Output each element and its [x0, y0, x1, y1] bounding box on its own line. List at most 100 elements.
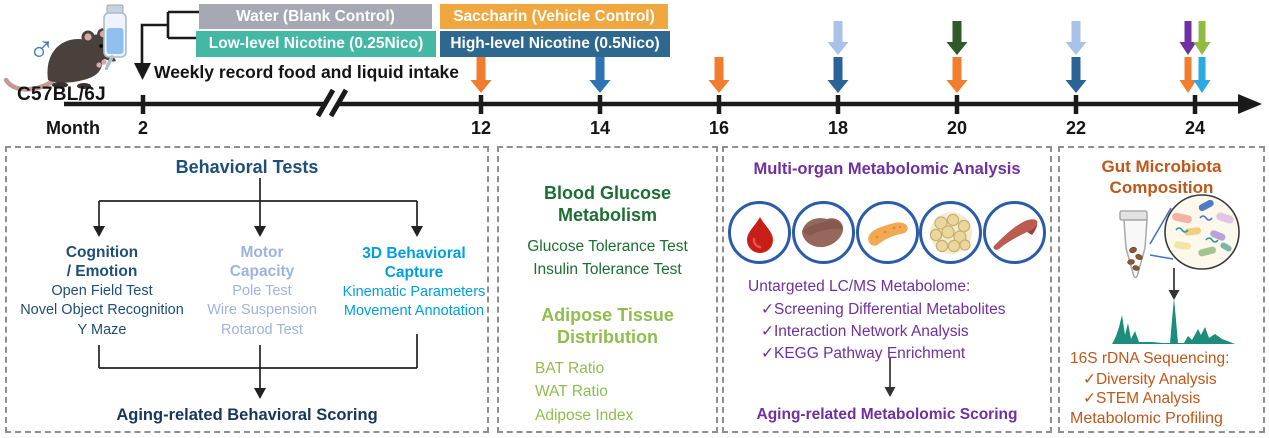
list-item: ✓Diversity Analysis: [1083, 371, 1217, 388]
capture-heading-line2: Capture: [384, 264, 444, 282]
microbiota-graphic: [1098, 194, 1240, 344]
glucose-title-line1: Blood Glucose: [543, 183, 671, 203]
list-item: ✓KEGG Pathway Enrichment: [761, 345, 966, 362]
muscle-icon: [983, 201, 1046, 264]
behavioral-title: Behavioral Tests: [175, 157, 319, 177]
treatment-arrow-month20-dark_green: [946, 21, 968, 55]
list-item: Rotarod Test: [221, 321, 303, 338]
behavioral-flow-arrows: [93, 178, 423, 399]
month-tick-24: 24: [1184, 118, 1206, 138]
weekly-note-arrowhead: [134, 63, 151, 80]
glucose-title-line2: Metabolism: [557, 204, 658, 225]
list-item: Glucose Tolerance Test: [527, 238, 688, 256]
month-tick-14: 14: [589, 118, 611, 138]
mouse-illustration: ♂: [3, 4, 127, 92]
treatment-arrow-month20-orange: [946, 57, 968, 93]
metabolomics-footer: Aging-related Metabolomic Scoring: [756, 406, 1018, 423]
list-item: Adipose Index: [535, 406, 634, 424]
microbiota-down-arrow: [1168, 268, 1180, 300]
treatment-arrow-month22-steel_blue: [1065, 57, 1087, 93]
capture-heading-line1: 3D Behavioral: [362, 245, 466, 262]
timeline-arrowhead: [1238, 94, 1262, 114]
treatment-arrow-month24-purple: [1179, 21, 1197, 55]
organ-icon-row: [728, 201, 1046, 264]
axis-break-icon: [315, 88, 349, 120]
treatment-arrow-month12-orange: [470, 57, 492, 93]
behavioral-footer: Aging-related Behavioral Scoring: [116, 406, 378, 424]
microbiota-footer: Metabolomic Profiling: [1070, 410, 1223, 427]
list-item: ✓STEM Analysis: [1083, 389, 1201, 407]
panel-metabolomics: Multi-organ Metabolomic Analysis Untarge…: [722, 146, 1052, 433]
treatment-arrow-month22-periwinkle: [1065, 21, 1087, 55]
blood-icon: [728, 201, 791, 264]
treatment-arrow-month18-periwinkle: [827, 21, 849, 55]
list-item: ✓Screening Differential Metabolites: [761, 301, 1006, 318]
cognition-heading-line2: / Emotion: [66, 263, 138, 281]
list-item: Kinematic Parameters: [342, 283, 486, 300]
list-item: Novel Object Recognition: [20, 302, 184, 319]
month-tick-16: 16: [708, 118, 730, 138]
legend-saccharin: Saccharin (Vehicle Control): [440, 4, 668, 29]
panel-gut-microbiota: Gut Microbiota Composition: [1058, 146, 1265, 433]
strain-label: C57BL/6J: [17, 84, 106, 105]
list-item: BAT Ratio: [535, 360, 605, 378]
pancreas-icon: [855, 201, 919, 264]
list-item: WAT Ratio: [535, 383, 608, 401]
column-cognition-emotion: Cognition / Emotion Open Field Test Nove…: [7, 243, 197, 340]
list-item: Insulin Tolerance Test: [533, 261, 682, 279]
treatment-arrow-month16-orange: [708, 57, 730, 93]
metabolomics-title: Multi-organ Metabolomic Analysis: [753, 160, 1021, 178]
treatment-arrow-month24-cyan: [1193, 57, 1211, 93]
sample-tube-icon: [1119, 210, 1148, 279]
sequencing-list-header: 16S rDNA Sequencing:: [1070, 350, 1230, 367]
month-tick-22: 22: [1065, 118, 1087, 138]
adipose-tissue-icon: [919, 201, 983, 264]
treatment-arrow-month18-steel_blue: [827, 57, 849, 93]
water-bottle-icon: [103, 4, 127, 71]
list-item: Open Field Test: [51, 282, 153, 299]
panel-glucose-adipose: Blood Glucose Metabolism Glucose Toleran…: [497, 146, 718, 433]
cognition-heading-line1: Cognition: [65, 244, 139, 261]
list-item: Y Maze: [77, 321, 127, 338]
adipose-title-line1: Adipose Tissue: [541, 305, 674, 325]
panel-behavioral-tests: Behavioral Tests Cognition / Emotion Ope…: [5, 146, 489, 433]
metabolomics-down-arrow: [884, 358, 896, 397]
legend-high-nicotine: High-level Nicotine (0.5Nico): [440, 31, 670, 57]
mouse-icon: [3, 28, 116, 92]
column-motor-capacity: Motor Capacity Pole Test Wire Suspension…: [187, 243, 337, 340]
group-bracket: [140, 10, 200, 64]
magnify-line-bottom: [1149, 254, 1174, 260]
liver-icon: [791, 201, 855, 264]
list-item: Wire Suspension: [207, 302, 317, 319]
microbiota-title-line2: Composition: [1109, 178, 1214, 198]
treatment-arrow-month24-orange: [1179, 57, 1197, 93]
legend-low-nicotine: Low-level Nicotine (0.25Nico): [196, 31, 436, 57]
treatment-arrow-month24-yellow_green: [1193, 21, 1211, 55]
list-item: ✓Interaction Network Analysis: [761, 323, 969, 340]
month-tick-2: 2: [137, 118, 149, 138]
microbiota-title-line1: Gut Microbiota: [1101, 157, 1222, 176]
chromatogram-icon: [1098, 298, 1235, 344]
timeline-ticks: [140, 95, 1198, 114]
month-tick-18: 18: [827, 118, 849, 138]
timeline-graphic: [64, 10, 1262, 120]
bacteria-circle-icon: [1164, 194, 1240, 270]
month-axis-label: Month: [46, 118, 100, 138]
column-3d-capture: 3D Behavioral Capture Kinematic Paramete…: [331, 244, 497, 322]
section-blood-glucose: Blood Glucose Metabolism Glucose Toleran…: [499, 183, 716, 282]
motor-heading-line1: Motor: [240, 244, 284, 261]
lcms-list-header: Untargeted LC/MS Metabolome:: [748, 278, 971, 295]
list-item: Pole Test: [232, 282, 292, 299]
magnify-line-top: [1149, 207, 1172, 245]
treatment-arrow-month14-blue: [589, 57, 611, 93]
weekly-record-note: Weekly record food and liquid intake: [154, 62, 460, 82]
month-tick-20: 20: [946, 118, 968, 138]
legend-water: Water (Blank Control): [199, 4, 432, 29]
list-item: Movement Annotation: [343, 303, 485, 320]
motor-heading-line2: Capacity: [229, 263, 295, 281]
month-tick-12: 12: [470, 118, 492, 138]
section-adipose-tissue: Adipose Tissue Distribution BAT Ratio WA…: [499, 305, 716, 427]
adipose-title-line2: Distribution: [557, 326, 658, 347]
treatment-arrows: [470, 21, 1211, 93]
